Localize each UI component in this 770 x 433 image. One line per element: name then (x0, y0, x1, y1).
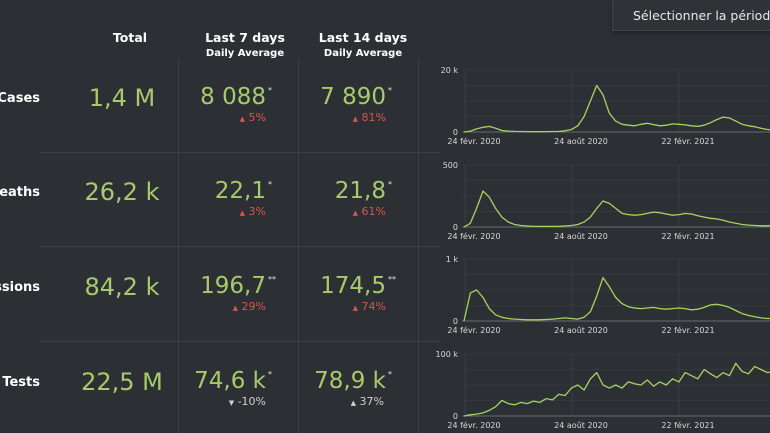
row-label-admissions: Admissions (0, 280, 40, 295)
chart-admissions: 0 1 k 24 févr. 2020 24 août 2020 22 févr. 20… (446, 255, 770, 335)
change-value: 81% (361, 111, 386, 124)
avg7-change-deaths: ▲ 3% (180, 205, 266, 218)
change-value: 5% (248, 111, 266, 124)
avg7-change-tests: ▼ -10% (180, 395, 266, 408)
y-tick-label: 0 (453, 317, 458, 326)
y-tick-label: 0 (453, 223, 458, 232)
row-label-deaths: Deaths (0, 185, 40, 200)
header-last14-sub: Daily Average (323, 48, 403, 59)
series-line (463, 190, 770, 228)
avg14-value-admissions: 174,5 ** (300, 273, 396, 299)
x-tick-label: 24 août 2020 (554, 232, 608, 241)
arrow-up-icon: ▲ (352, 115, 359, 123)
header-total: Total (95, 30, 165, 45)
row-label-tests: Tests (2, 375, 40, 390)
x-tick-label: 22 févr. 2021 (661, 325, 714, 335)
x-tick-label: 22 févr. 2021 (661, 231, 714, 241)
x-tick-label: 24 août 2020 (554, 326, 608, 335)
arrow-down-icon: ▼ (228, 399, 235, 407)
total-value-tests: 22,5 M (81, 368, 163, 396)
avg14-number: 21,8 (334, 178, 386, 204)
arrow-up-icon: ▲ (239, 209, 246, 217)
total-value-admissions: 84,2 k (84, 273, 160, 301)
header-last7: Last 7 days Daily Average (190, 30, 300, 59)
y-tick-label: 1 k (446, 255, 459, 264)
avg14-change-deaths: ▲ 61% (300, 205, 386, 218)
y-tick-label: 100 k (436, 350, 459, 359)
footnote-mark: * (268, 180, 272, 189)
header-last7-label: Last 7 days (205, 30, 285, 45)
arrow-up-icon: ▲ (352, 304, 359, 312)
avg7-change-admissions: ▲ 29% (180, 300, 266, 313)
x-tick-label: 24 août 2020 (554, 421, 608, 430)
total-value-cases: 1,4 M (88, 84, 156, 112)
footnote-mark: ** (388, 275, 396, 284)
x-tick-label: 24 févr. 2020 (447, 420, 500, 430)
avg14-number: 78,9 k (314, 368, 386, 394)
chart-cases: 0 20 k 24 févr. 2020 24 août 2020 22 févr. 2… (441, 66, 770, 146)
header-last14: Last 14 days Daily Average (308, 30, 418, 59)
y-tick-label: 500 (443, 161, 458, 170)
chart-deaths: 0 500 24 févr. 2020 24 août 2020 22 févr. 20… (443, 161, 770, 241)
x-tick-label: 24 août 2020 (554, 137, 608, 146)
change-value: 74% (361, 300, 386, 313)
total-value-deaths: 26,2 k (84, 178, 160, 206)
avg7-value-deaths: 22,1 * (180, 178, 272, 204)
chart-tests: 0 100 k 24 févr. 2020 24 août 2020 22 févr. … (436, 350, 770, 430)
row-divider (40, 152, 440, 153)
avg14-change-admissions: ▲ 74% (300, 300, 386, 313)
row-divider (40, 341, 440, 342)
avg14-value-cases: 7 890 * (300, 84, 392, 110)
footnote-mark: * (268, 86, 272, 95)
change-value: -10% (237, 395, 266, 408)
avg14-value-deaths: 21,8 * (300, 178, 392, 204)
arrow-up-icon: ▲ (232, 304, 239, 312)
arrow-up-icon: ▲ (350, 399, 357, 407)
footnote-mark: ** (268, 275, 276, 284)
series-line (463, 276, 770, 322)
arrow-up-icon: ▲ (239, 115, 246, 123)
change-value: 61% (361, 205, 386, 218)
series-line (463, 362, 770, 417)
x-tick-label: 22 févr. 2021 (661, 420, 714, 430)
header-last7-sub: Daily Average (205, 48, 285, 59)
avg14-change-cases: ▲ 81% (300, 111, 386, 124)
footnote-mark: * (388, 370, 392, 379)
avg14-number: 174,5 (320, 273, 386, 299)
avg7-number: 196,7 (200, 273, 266, 299)
avg14-value-tests: 78,9 k * (300, 368, 392, 394)
series-line (463, 84, 770, 133)
arrow-up-icon: ▲ (352, 209, 359, 217)
row-label-cases: Cases (0, 91, 40, 106)
avg7-value-cases: 8 088 * (180, 84, 272, 110)
x-tick-label: 24 févr. 2020 (447, 231, 500, 241)
avg7-value-admissions: 196,7 ** (180, 273, 276, 299)
avg7-number: 8 088 (200, 84, 266, 110)
x-tick-label: 22 févr. 2021 (661, 136, 714, 146)
x-tick-label: 24 févr. 2020 (447, 136, 500, 146)
footnote-mark: * (388, 180, 392, 189)
row-divider (40, 246, 440, 247)
avg7-number: 22,1 (214, 178, 266, 204)
y-tick-label: 0 (453, 128, 458, 137)
x-tick-label: 24 févr. 2020 (447, 325, 500, 335)
change-value: 37% (359, 395, 384, 408)
avg7-number: 74,6 k (194, 368, 266, 394)
avg14-number: 7 890 (320, 84, 386, 110)
avg7-change-cases: ▲ 5% (180, 111, 266, 124)
header-total-label: Total (112, 30, 148, 45)
header-last14-label: Last 14 days (318, 30, 408, 45)
select-period-button[interactable]: Sélectionner la période (612, 0, 770, 31)
footnote-mark: * (268, 370, 272, 379)
y-tick-label: 0 (453, 412, 458, 421)
change-value: 29% (241, 300, 266, 313)
y-tick-label: 20 k (441, 66, 459, 75)
avg7-value-tests: 74,6 k * (180, 368, 272, 394)
change-value: 3% (248, 205, 266, 218)
avg14-change-tests: ▲ 37% (300, 395, 384, 408)
footnote-mark: * (388, 86, 392, 95)
